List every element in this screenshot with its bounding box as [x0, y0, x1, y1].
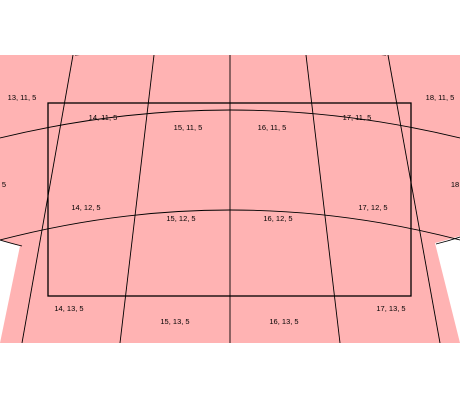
tile-label-16-11-5: 16, 11, 5 — [258, 123, 287, 132]
tile-label-18-11-5: 18, 11, 5 — [426, 93, 455, 102]
outside-lower-left — [0, 240, 20, 343]
tile-label-13-11-5: 13, 11, 5 — [8, 93, 37, 102]
extent-rectangle[interactable] — [47, 102, 412, 297]
tile-grid-map[interactable]: 13, 11, 5 14, 11, 5 15, 11, 5 16, 11, 5 17, … — [0, 55, 460, 343]
tile-label-15-12-5: 15, 12, 5 — [166, 214, 195, 223]
map-viewport[interactable]: 13, 11, 5 14, 11, 5 15, 11, 5 16, 11, 5 17, … — [0, 55, 460, 343]
grid-edge-left — [0, 239, 23, 247]
tile-label-14-11-5: 14, 11, 5 — [89, 113, 118, 122]
tile-label-16-12-5: 16, 12, 5 — [263, 214, 292, 223]
tile-label-17-12-5: 17, 12, 5 — [358, 203, 387, 212]
tile-label-16-13-5: 16, 13, 5 — [269, 317, 298, 326]
tile-label-15-13-5: 15, 13, 5 — [160, 317, 189, 326]
tile-label-15-11-5: 15, 11, 5 — [174, 123, 203, 132]
outside-lower-right — [435, 236, 460, 343]
tile-label-13-12-5: 5 — [2, 180, 6, 189]
tile-label-14-13-5: 14, 13, 5 — [54, 304, 83, 313]
tile-label-17-11-5: 17, 11, 5 — [343, 113, 372, 122]
grid-edge-right — [435, 236, 460, 245]
tile-label-18-12-5: 18 — [451, 180, 459, 189]
tile-label-14-12-5: 14, 12, 5 — [71, 203, 100, 212]
tile-label-17-13-5: 17, 13, 5 — [376, 304, 405, 313]
